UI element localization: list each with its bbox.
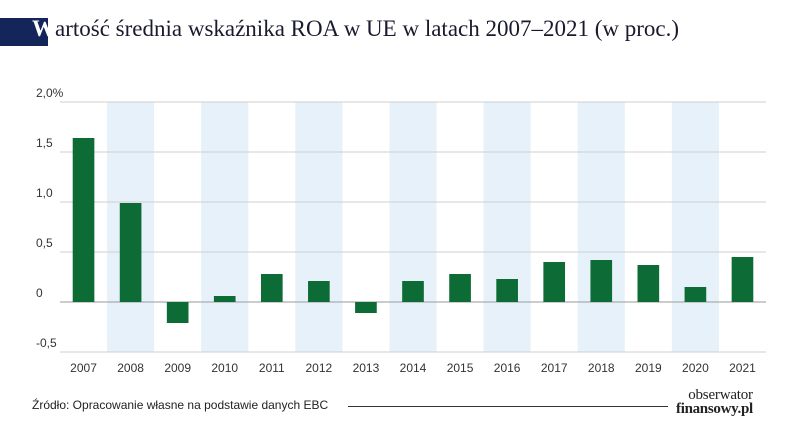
bar-2011 [260, 274, 283, 302]
publisher-logo: obserwator finansowy.pl [676, 387, 753, 417]
x-tick-label: 2009 [164, 361, 191, 375]
y-tick-label: -0,5 [36, 336, 57, 350]
x-tick-label: 2014 [400, 361, 427, 375]
x-tick-label: 2016 [494, 361, 521, 375]
bar-2019 [637, 265, 660, 302]
chart-title-initial: W [32, 16, 55, 41]
x-tick-label: 2020 [682, 361, 709, 375]
y-tick-label: 0,5 [36, 236, 53, 250]
bar-2012 [308, 281, 330, 302]
logo-line-2: finansowy.pl [676, 401, 753, 417]
column-band-2014 [389, 102, 437, 352]
x-tick-label: 2007 [70, 361, 97, 375]
x-tick-label: 2008 [117, 361, 144, 375]
x-tick-label: 2013 [353, 361, 380, 375]
x-tick-label: 2019 [635, 361, 662, 375]
bar-2008 [119, 203, 142, 302]
bar-2007 [72, 138, 95, 302]
y-tick-label: 1,5 [36, 136, 53, 150]
column-band-2012 [295, 102, 343, 352]
column-band-2020 [671, 102, 719, 352]
bar-2021 [731, 257, 754, 302]
column-band-2018 [577, 102, 625, 352]
bar-2009 [166, 302, 189, 323]
bar-2013 [355, 302, 377, 313]
bar-2020 [684, 287, 707, 302]
x-tick-label: 2015 [447, 361, 474, 375]
x-tick-label: 2010 [211, 361, 238, 375]
column-band-2016 [483, 102, 531, 352]
x-tick-label: 2012 [306, 361, 333, 375]
y-tick-label: 0 [36, 286, 43, 300]
source-note: Źródło: Opracowanie własne na podstawie … [32, 398, 329, 412]
x-tick-label: 2021 [729, 361, 756, 375]
footer-divider [348, 406, 668, 407]
bar-2010 [213, 296, 236, 302]
bar-2014 [402, 281, 424, 302]
bar-2016 [496, 279, 518, 302]
logo-line-1: obserwator [688, 387, 753, 403]
y-tick-label: 1,0 [36, 186, 53, 200]
title-accent-block [0, 18, 48, 46]
bar-2017 [543, 262, 566, 302]
x-tick-label: 2017 [541, 361, 568, 375]
chart-title-text: artość średnia wskaźnika ROA w UE w lata… [55, 16, 680, 41]
bar-2015 [449, 274, 471, 302]
x-tick-label: 2011 [259, 361, 285, 375]
chart-title: Wartość średnia wskaźnika ROA w UE w lat… [32, 16, 679, 42]
y-tick-label: 2,0% [36, 86, 64, 100]
bar-2018 [590, 260, 613, 302]
column-band-2010 [201, 102, 249, 352]
x-tick-label: 2018 [588, 361, 615, 375]
